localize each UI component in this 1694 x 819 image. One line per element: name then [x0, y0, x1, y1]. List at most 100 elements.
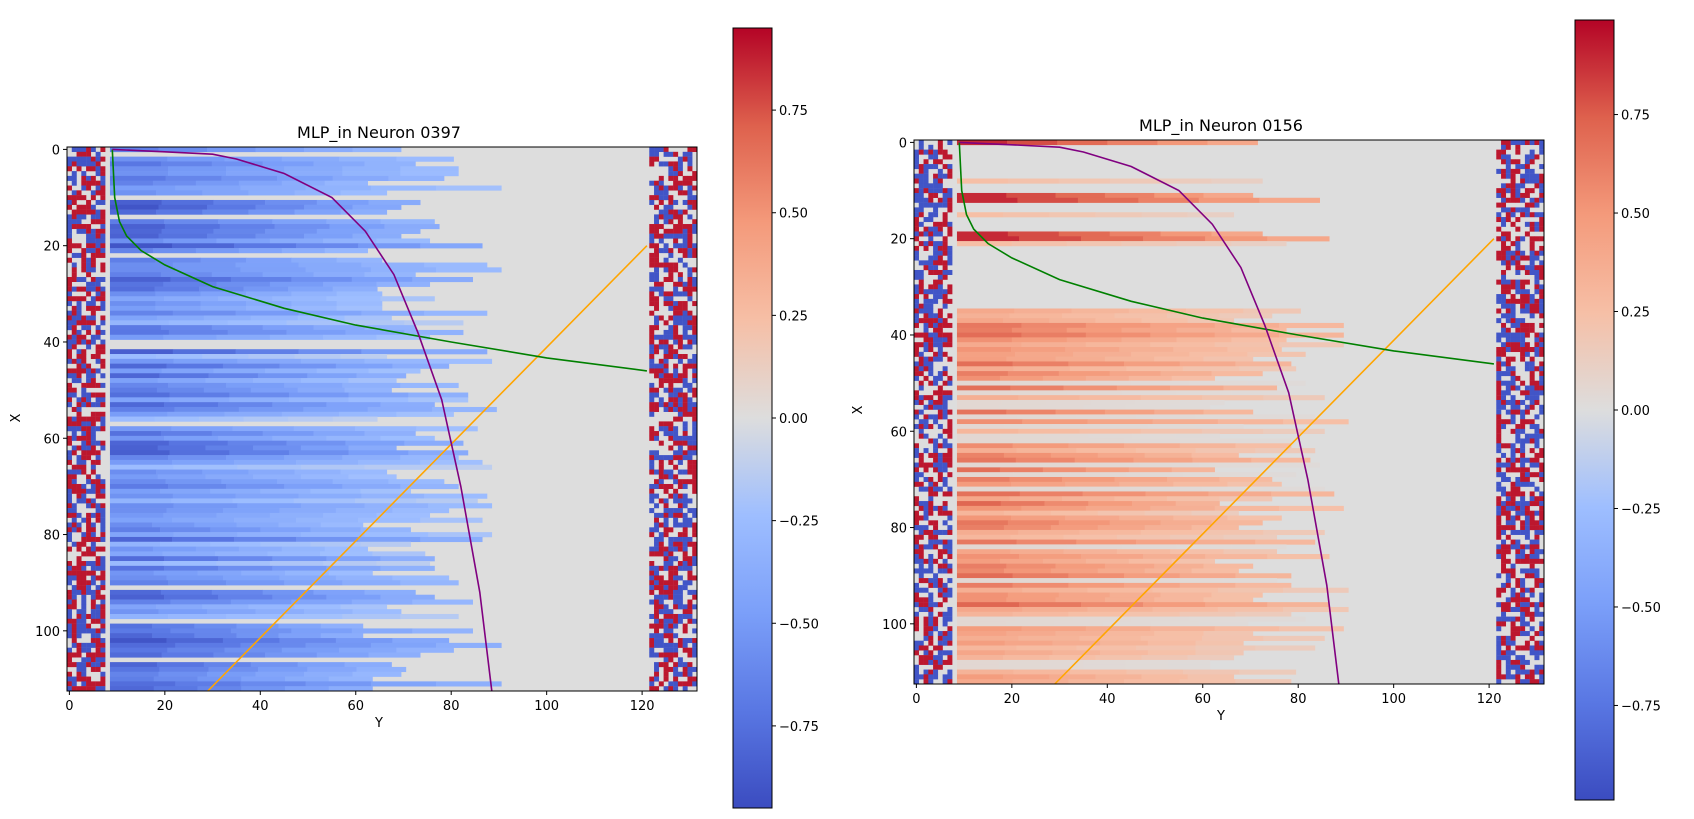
border-cell [1520, 597, 1526, 603]
heatmap-cell [109, 190, 157, 196]
border-cell [81, 541, 87, 547]
heatmap-cell [420, 243, 483, 249]
border-cell [1539, 337, 1545, 343]
border-cell [947, 563, 953, 569]
heatmap-cell [1107, 140, 1158, 146]
border-cell [687, 561, 693, 567]
border-cell [1496, 573, 1502, 579]
heatmap-cell [272, 565, 327, 571]
border-cell [947, 255, 953, 261]
border-cell [649, 469, 655, 475]
border-cell [918, 212, 924, 218]
heatmap-cell [208, 373, 259, 379]
border-cell [658, 575, 664, 581]
heatmap-cell [348, 392, 409, 398]
border-cell [71, 594, 77, 600]
border-cell [687, 224, 693, 230]
heatmap-cell [1279, 322, 1344, 329]
heatmap-cell [1010, 549, 1064, 555]
border-cell [914, 284, 919, 290]
border-cell [76, 363, 82, 369]
heatmap-cell [1003, 212, 1050, 218]
border-cell [682, 450, 688, 456]
border-cell [100, 618, 106, 624]
heatmap-cell [1104, 631, 1155, 637]
heatmap-cell [304, 671, 353, 677]
border-cell [687, 248, 693, 254]
border-cell [673, 565, 679, 571]
border-cell [649, 329, 655, 335]
border-cell [1510, 188, 1516, 194]
border-cell [687, 185, 693, 191]
border-cell [928, 563, 934, 569]
heatmap-cell [1154, 192, 1204, 199]
heatmap-cell [109, 676, 155, 682]
border-cell [1505, 265, 1511, 271]
border-cell [1539, 164, 1545, 170]
border-cell [1529, 549, 1535, 555]
border-cell [673, 676, 679, 682]
heatmap-cell [326, 435, 381, 441]
heatmap-cell [109, 411, 168, 417]
border-cell [1501, 462, 1507, 468]
border-cell [1496, 154, 1502, 160]
heatmap-cell [339, 411, 397, 417]
border-cell [918, 164, 924, 170]
heatmap-cell [163, 334, 217, 340]
border-cell [67, 392, 72, 398]
border-cell [933, 558, 939, 564]
border-cell [95, 628, 101, 634]
x-tick-label: 0 [912, 692, 920, 707]
heatmap-cell [109, 652, 162, 658]
border-cell [663, 527, 669, 533]
border-cell [1505, 525, 1511, 531]
border-cell [654, 392, 660, 398]
border-cell [654, 195, 660, 201]
heatmap-cell [262, 431, 314, 437]
heatmap-cell [307, 666, 357, 673]
heatmap-cell [1201, 635, 1264, 641]
heatmap-cell [1015, 616, 1074, 622]
border-cell [67, 676, 72, 682]
border-cell [1539, 303, 1545, 309]
border-cell [658, 358, 664, 364]
border-cell [100, 503, 106, 509]
border-cell [923, 655, 929, 661]
border-cell [1496, 659, 1502, 665]
border-cell [1515, 645, 1521, 651]
border-cell [942, 650, 948, 656]
border-cell [673, 339, 679, 345]
border-cell [1510, 635, 1516, 641]
heatmap-cell [956, 549, 1011, 555]
heatmap-cell [163, 512, 217, 518]
border-cell [86, 224, 92, 230]
border-cell [1529, 404, 1535, 410]
border-cell [663, 657, 669, 663]
heatmap-cell [279, 575, 337, 581]
border-cell [1505, 674, 1511, 680]
heatmap-cell [236, 633, 279, 639]
border-cell [1496, 457, 1502, 463]
border-cell [692, 416, 698, 422]
border-cell [947, 375, 953, 381]
border-cell [71, 517, 77, 523]
heatmap-cell [1227, 481, 1282, 487]
border-cell [1529, 371, 1535, 377]
border-cell [918, 602, 924, 608]
border-cell [914, 414, 919, 420]
border-cell [673, 512, 679, 518]
border-cell [928, 395, 934, 401]
border-cell [100, 305, 106, 311]
border-cell [692, 483, 698, 490]
heatmap-cell [284, 613, 343, 620]
border-cell [1529, 679, 1535, 685]
border-cell [663, 233, 669, 239]
heatmap-cell [1128, 467, 1173, 473]
border-cell [1510, 515, 1516, 521]
border-cell [86, 613, 92, 619]
heatmap-cell [956, 568, 1005, 574]
border-cell [933, 399, 939, 405]
border-cell [654, 536, 660, 542]
border-cell [1529, 539, 1535, 545]
